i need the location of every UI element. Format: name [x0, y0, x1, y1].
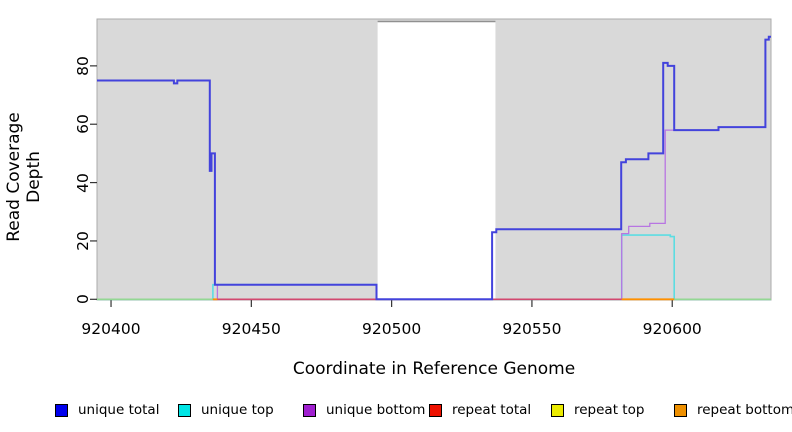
- y-tick-label: 0: [74, 294, 92, 305]
- y-tick-label: 80: [74, 56, 92, 76]
- unique-bottom-swatch-icon: [303, 403, 316, 417]
- y-axis-title: Read Coverage Depth: [4, 112, 44, 242]
- x-tick-label: 920550: [502, 320, 562, 338]
- series-line-unique-total: [97, 35, 771, 301]
- y-tick-label: 40: [74, 172, 92, 193]
- legend-label: unique top: [201, 402, 274, 418]
- repeat-top-swatch-icon: [551, 403, 564, 417]
- y-tick-label: 60: [74, 114, 92, 135]
- unique-total-swatch-icon: [55, 403, 68, 417]
- legend-label: unique bottom: [326, 402, 426, 418]
- x-tick-label: 920450: [221, 320, 281, 338]
- legend-label: repeat total: [452, 402, 532, 418]
- unique-top-swatch-icon: [178, 403, 191, 417]
- repeat-total-swatch-icon: [429, 403, 442, 417]
- x-tick-label: 920500: [362, 320, 422, 338]
- legend-item-unique-total: unique total: [55, 401, 159, 419]
- y-tick-label: 20: [74, 231, 92, 251]
- legend-item-repeat-top: repeat top: [551, 401, 644, 419]
- legend-item-repeat-bottom: repeat bottom: [674, 401, 792, 419]
- legend-item-repeat-total: repeat total: [429, 401, 531, 419]
- legend-label: repeat bottom: [697, 402, 792, 418]
- repeat-bottom-swatch-icon: [674, 403, 687, 417]
- legend: unique total unique top unique bottom re…: [0, 401, 792, 423]
- x-axis-title: Coordinate in Reference Genome: [292, 359, 576, 379]
- no-data-band: [377, 21, 496, 300]
- legend-label: repeat top: [574, 402, 645, 418]
- x-tick-label: 920400: [81, 320, 141, 338]
- legend-label: unique total: [78, 402, 160, 418]
- legend-item-unique-bottom: unique bottom: [303, 401, 425, 419]
- x-tick-label: 920600: [642, 320, 702, 338]
- legend-item-unique-top: unique top: [178, 401, 274, 419]
